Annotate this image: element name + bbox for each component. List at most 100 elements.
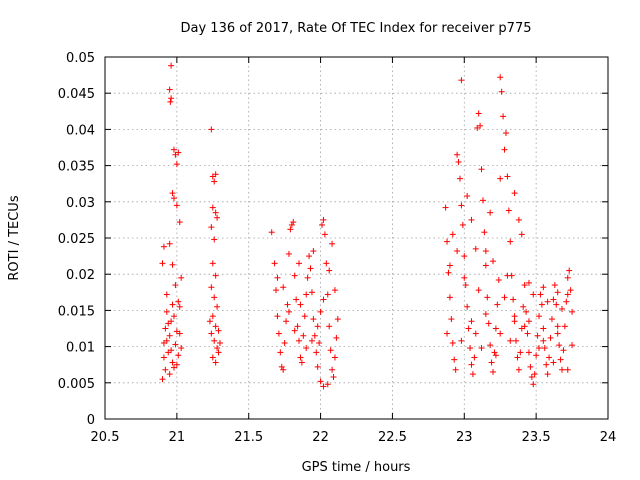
data-point: [212, 209, 219, 216]
data-point: [160, 243, 167, 250]
data-point: [510, 296, 517, 303]
data-point: [497, 175, 504, 182]
data-point: [504, 173, 511, 180]
data-point: [446, 262, 453, 269]
data-point: [490, 258, 497, 265]
data-point: [209, 354, 216, 361]
data-point: [458, 337, 465, 344]
data-point: [564, 366, 571, 373]
data-point: [464, 303, 471, 310]
data-point: [168, 62, 175, 69]
data-point: [308, 337, 315, 344]
data-point: [169, 190, 176, 197]
data-point: [553, 301, 560, 308]
data-points: [159, 62, 576, 390]
data-point: [501, 146, 508, 153]
data-point: [326, 323, 333, 330]
data-point: [321, 231, 328, 238]
data-point: [477, 122, 484, 129]
data-point: [173, 361, 180, 368]
data-point: [329, 366, 336, 373]
data-point: [163, 308, 170, 315]
data-point: [452, 366, 459, 373]
data-point: [560, 347, 567, 354]
data-point: [298, 359, 305, 366]
data-point: [533, 352, 540, 359]
data-point: [490, 368, 497, 375]
data-point: [212, 272, 219, 279]
data-point: [517, 349, 524, 356]
data-point: [547, 334, 554, 341]
data-point: [554, 330, 561, 337]
data-point: [173, 161, 180, 168]
data-point: [280, 284, 287, 291]
data-point: [160, 354, 167, 361]
chart-title: Day 136 of 2017, Rate Of TEC Index for r…: [181, 21, 532, 36]
data-point: [317, 378, 324, 385]
data-point: [551, 282, 558, 289]
data-point: [444, 238, 451, 245]
data-point: [278, 363, 285, 370]
data-point: [281, 339, 288, 346]
data-point: [275, 330, 282, 337]
data-point: [554, 323, 561, 330]
data-point: [271, 260, 278, 267]
data-point: [303, 345, 310, 352]
data-point: [166, 332, 173, 339]
data-point: [485, 320, 492, 327]
data-point: [459, 221, 466, 228]
data-point: [563, 298, 570, 305]
data-point: [458, 202, 465, 209]
data-point: [324, 381, 331, 388]
data-point: [280, 366, 287, 373]
y-tick-label: 0.04: [66, 123, 95, 138]
data-point: [308, 289, 315, 296]
grid-lines: [105, 57, 608, 419]
data-point: [498, 88, 505, 95]
data-point: [468, 216, 475, 223]
data-point: [301, 313, 308, 320]
data-point: [544, 371, 551, 378]
data-point: [511, 190, 518, 197]
data-point: [469, 371, 476, 378]
data-point: [561, 323, 568, 330]
data-point: [448, 316, 455, 323]
y-tick-label: 0.02: [66, 268, 95, 283]
data-point: [458, 77, 465, 84]
x-tick-label: 23: [456, 430, 473, 445]
data-point: [525, 349, 532, 356]
data-point: [212, 323, 219, 330]
data-point: [288, 221, 295, 228]
data-point: [331, 287, 338, 294]
data-point: [569, 308, 576, 315]
data-point: [310, 316, 317, 323]
y-tick-label: 0.005: [58, 377, 95, 392]
data-point: [461, 253, 468, 260]
data-point: [290, 219, 297, 226]
data-point: [176, 219, 183, 226]
y-tick-label: 0.025: [58, 232, 95, 247]
data-point: [468, 361, 475, 368]
data-point: [167, 98, 174, 105]
data-point: [521, 323, 528, 330]
data-point: [300, 332, 307, 339]
data-point: [209, 313, 216, 320]
data-point: [530, 381, 537, 388]
data-point: [320, 216, 327, 223]
data-point: [467, 345, 474, 352]
data-point: [285, 250, 292, 257]
data-point: [521, 282, 528, 289]
data-point: [444, 330, 451, 337]
data-point: [297, 354, 304, 361]
data-point: [306, 253, 313, 260]
x-tick-label: 20.5: [91, 430, 120, 445]
data-point: [454, 151, 461, 158]
data-point: [176, 330, 183, 337]
x-tick-labels: 20.5 21 21.5 22 22.5 23 23.5 24: [91, 430, 617, 445]
data-point: [209, 260, 216, 267]
data-point: [550, 359, 557, 366]
data-point: [163, 291, 170, 298]
data-point: [472, 330, 479, 337]
x-tick-label: 22: [312, 430, 329, 445]
data-point: [481, 229, 488, 236]
